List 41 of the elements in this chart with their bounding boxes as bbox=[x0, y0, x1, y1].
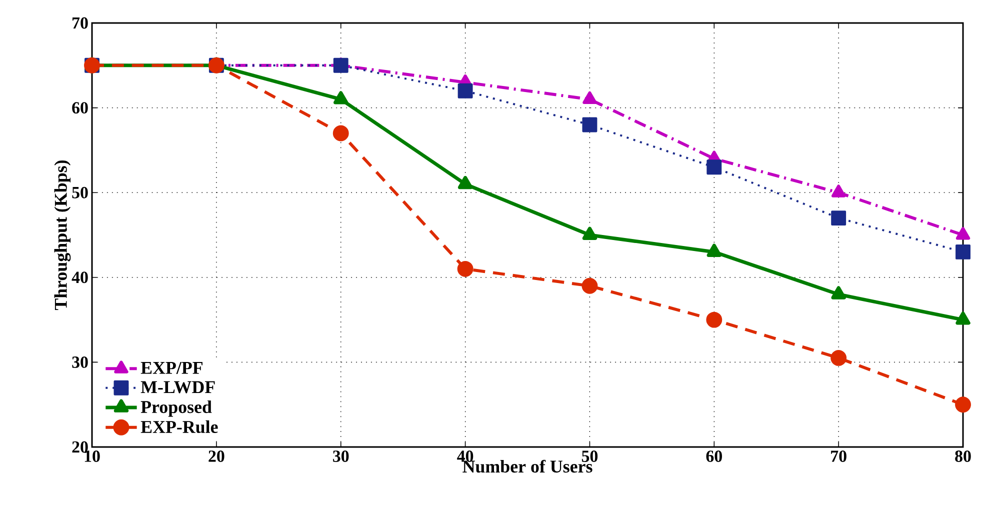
point bbox=[582, 117, 598, 132]
y-tick-label: 30 bbox=[72, 356, 88, 368]
point bbox=[458, 83, 473, 98]
point bbox=[334, 91, 348, 104]
point bbox=[956, 227, 970, 240]
point bbox=[458, 176, 473, 190]
legend-label: Proposed bbox=[140, 400, 212, 417]
point bbox=[831, 286, 846, 300]
point bbox=[831, 210, 846, 226]
y-tick-label: 70 bbox=[72, 17, 88, 29]
point bbox=[706, 160, 722, 175]
y-tick-label: 40 bbox=[72, 272, 88, 284]
point bbox=[955, 396, 971, 413]
point bbox=[457, 260, 474, 277]
point bbox=[830, 350, 847, 366]
y-tick-label: 20 bbox=[72, 441, 88, 453]
point bbox=[706, 244, 722, 257]
point bbox=[582, 91, 597, 104]
point bbox=[831, 184, 846, 198]
x-tick-label: 10 bbox=[84, 450, 100, 462]
x-tick-label: 80 bbox=[955, 450, 971, 462]
legend-label: M-LWDF bbox=[140, 381, 215, 394]
point bbox=[582, 278, 598, 294]
y-tick-label: 60 bbox=[72, 102, 88, 114]
x-axis-title: Number of Users bbox=[462, 460, 592, 473]
x-tick-label: 60 bbox=[706, 450, 722, 462]
y-axis-title: Throughput (Kbps) bbox=[54, 160, 71, 310]
point bbox=[582, 226, 598, 240]
point bbox=[333, 58, 348, 73]
x-tick-label: 40 bbox=[457, 450, 474, 462]
point bbox=[956, 244, 970, 260]
x-tick-label: 20 bbox=[208, 450, 224, 462]
x-tick-label: 70 bbox=[831, 450, 846, 462]
point bbox=[332, 125, 349, 142]
x-tick-label: 50 bbox=[582, 450, 598, 462]
x-tick-label: 30 bbox=[333, 450, 349, 462]
legend-label: EXP-Rule bbox=[140, 420, 218, 434]
point bbox=[706, 312, 722, 328]
y-tick-label: 50 bbox=[72, 186, 88, 198]
point bbox=[956, 312, 970, 325]
legend-label: EXP/PF bbox=[140, 362, 202, 374]
